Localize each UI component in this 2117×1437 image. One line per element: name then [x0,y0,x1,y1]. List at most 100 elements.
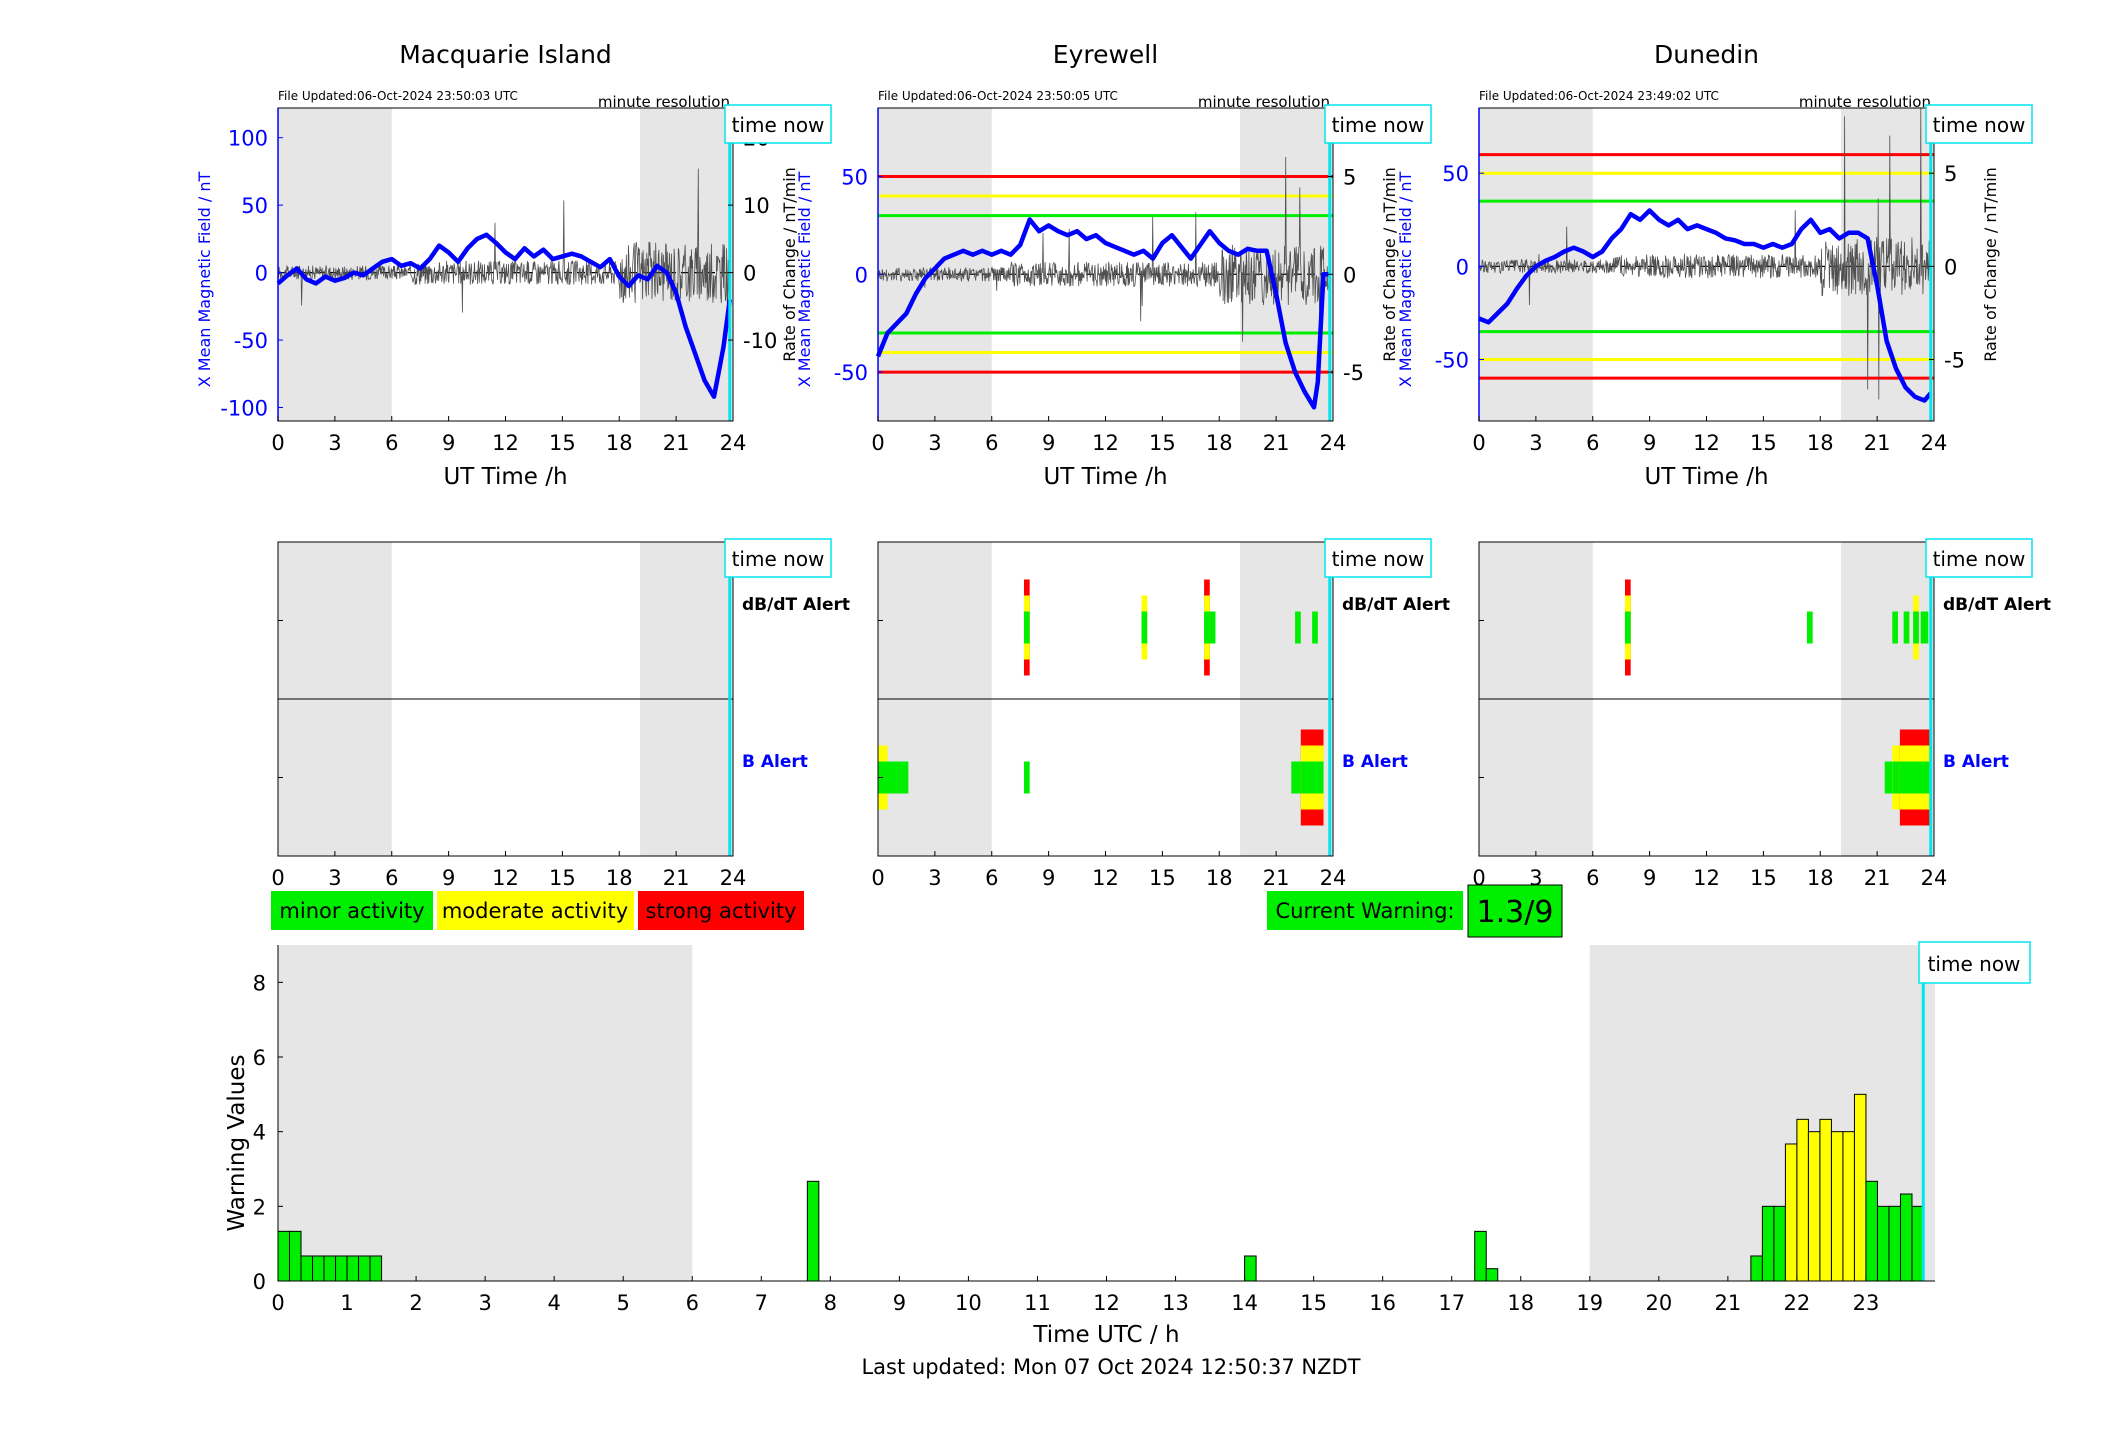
warning-bar [289,1230,302,1282]
x-tick-label: 3 [1529,431,1542,455]
station-panels: Macquarie Island 0 3 6 9 12 15 18 21 24 UT Time /h… [195,40,2051,890]
x-axis-label: Time UTC / h [1032,1322,1179,1348]
legend-moderate-label: moderate activity [442,899,628,923]
x-tick-label: 12 [492,431,519,455]
time-now-label: time now [1933,547,2026,571]
y-tick-label: 8 [253,971,266,995]
y-tick-label: -50 [234,329,268,353]
x-tick-label: 21 [663,431,690,455]
dbdt-alert-label: dB/dT Alert [1342,595,1450,615]
warning-bar [312,1255,325,1282]
b-alert-bar-minor [1899,761,1931,794]
night-shade [278,945,693,1281]
y-right-tick-label: -5 [1343,361,1364,385]
x-tick-label: 24 [1320,431,1347,455]
b-alert-bar-minor [887,761,909,794]
y-tick-label: 0 [255,262,268,286]
last-updated: Last updated: Mon 07 Oct 2024 12:50:37 N… [861,1355,1360,1379]
x-tick-label: 20 [1645,1291,1672,1315]
x-tick-label: 6 [686,1291,699,1315]
y-tick-label: 0 [855,263,868,287]
y-tick-label: 50 [841,165,868,189]
dbdt-alert-bar-minor [1141,611,1148,644]
x-tick-label: 15 [1750,866,1777,890]
file-updated: File Updated:06-Oct-2024 23:50:03 UTC [278,89,518,103]
warning-bar [1842,1131,1855,1282]
dbdt-alert-bar-minor [1209,611,1216,644]
y-tick-label: 0 [1456,255,1469,279]
y-tick-label: 6 [253,1046,266,1070]
warning-bar [346,1255,360,1282]
x-tick-label: 6 [1586,866,1599,890]
x-tick-label: 12 [1093,1291,1120,1315]
file-updated: File Updated:06-Oct-2024 23:50:05 UTC [878,89,1118,103]
y-axis-label: X Mean Magnetic Field / nT [795,172,814,388]
y-right-tick-label: -10 [743,329,777,353]
x-tick-label: 22 [1784,1291,1811,1315]
warning-bar [1853,1093,1867,1282]
warning-bar [1830,1131,1844,1282]
x-tick-label: 3 [928,431,941,455]
y-axis-label: X Mean Magnetic Field / nT [1396,172,1415,388]
dbdt-alert-bar-minor [1920,611,1929,644]
x-tick-label: 15 [549,866,576,890]
legend-minor-label: minor activity [279,899,424,923]
dbdt-alert-bar-minor [1023,611,1030,644]
station-title: Eyrewell [1053,40,1158,69]
alert-plot: 0 3 6 9 12 15 18 21 24 dB/dT Alert B Alert time now [271,538,850,890]
x-axis-label: UT Time /h [443,464,567,490]
y-axis-label: Warning Values [224,1054,250,1231]
x-tick-label: 0 [271,866,284,890]
x-tick-label: 9 [1643,866,1656,890]
warning-bar [1761,1205,1775,1282]
y-right-axis-label: Rate of Change / nT/min [1981,167,2000,362]
x-tick-label: 15 [549,431,576,455]
x-tick-label: 21 [1864,866,1891,890]
x-tick-label: 24 [1921,431,1948,455]
y-tick-label: 50 [241,194,268,218]
y-right-tick-label: 5 [1343,165,1356,189]
warning-bar [806,1180,820,1282]
warning-bar [1773,1205,1786,1282]
current-warning-value-box [1467,884,1563,938]
x-tick-label: 8 [824,1291,837,1315]
legend-moderate-swatch [437,891,634,930]
warning-bar [1244,1255,1257,1282]
alert-plot: 0 3 6 9 12 15 18 21 24 dB/dT Alert B Alert time now [871,538,1450,890]
x-tick-label: 9 [1042,866,1055,890]
y-tick-label: 4 [253,1121,266,1145]
x-tick-label: 15 [1300,1291,1327,1315]
current-warning: Current Warning: 1.3/9 [1267,884,1563,938]
dbdt-alert-bar-minor [1903,611,1910,644]
y-right-tick-label: 0 [1944,255,1957,279]
x-tick-label: 15 [1149,866,1176,890]
x-tick-label: 3 [328,431,341,455]
night-shade [278,108,392,421]
dbdt-alert-bar-minor [1204,611,1210,644]
dbdt-alert-bar-minor [1806,611,1813,644]
x-tick-label: 18 [1807,866,1834,890]
dbdt-alert-label: dB/dT Alert [1943,595,2051,615]
warning-bar [277,1230,291,1282]
x-tick-label: 21 [1715,1291,1742,1315]
x-tick-label: 3 [328,866,341,890]
time-now-label: time now [1332,547,1425,571]
b-alert-bar-minor [1884,761,1893,794]
x-tick-label: 11 [1024,1291,1051,1315]
dbdt-alert-bar-minor [1295,611,1301,644]
dbdt-alert-label: dB/dT Alert [742,595,850,615]
x-tick-label: 6 [385,866,398,890]
dbdt-alert-bar-minor [1913,611,1919,644]
x-axis-label: UT Time /h [1043,464,1167,490]
x-tick-label: 12 [1092,431,1119,455]
x-tick-label: 0 [1472,866,1485,890]
x-tick-label: 0 [871,431,884,455]
y-right-tick-label: 0 [1343,263,1356,287]
warning-bar [369,1255,383,1282]
x-tick-label: 6 [385,431,398,455]
station-title: Macquarie Island [399,40,612,69]
b-alert-label: B Alert [1943,752,2009,772]
